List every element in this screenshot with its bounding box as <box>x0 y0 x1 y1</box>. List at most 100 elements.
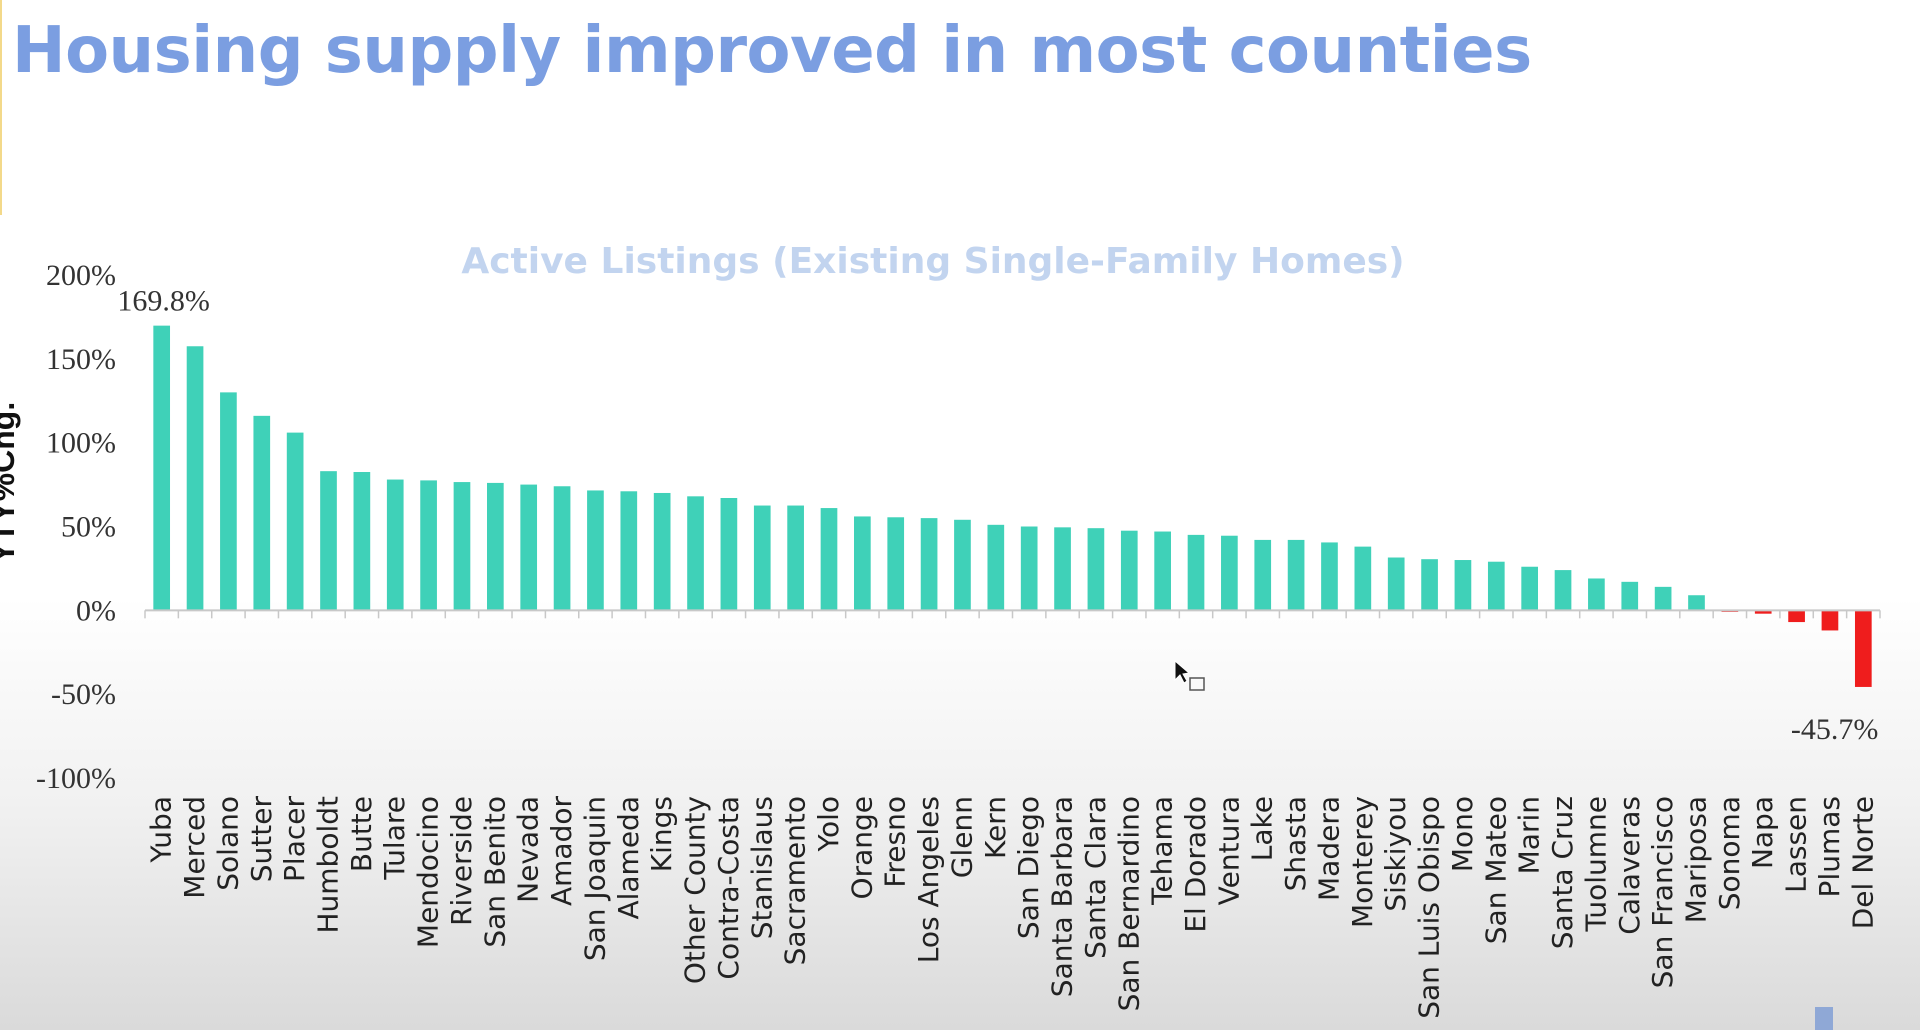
bars <box>153 325 1872 687</box>
x-tick-label: San Mateo <box>1479 796 1512 944</box>
bar-placer <box>286 432 304 611</box>
bar-lassen <box>1788 610 1805 623</box>
bar-san-joaquin <box>587 490 604 611</box>
bar-mono <box>1454 560 1472 611</box>
x-tick-label: Orange <box>845 796 878 899</box>
bar-marin <box>1521 566 1538 611</box>
bar-nevada <box>520 484 538 611</box>
bar-madera <box>1321 542 1338 611</box>
bar-calaveras <box>1621 581 1639 611</box>
x-tick-label: Ventura <box>1212 796 1245 905</box>
y-tick-label: -100% <box>36 762 116 795</box>
data-label: 169.8% <box>117 285 210 318</box>
x-tick-label: Tulare <box>378 796 411 881</box>
x-tick-label: Stanislaus <box>745 796 778 939</box>
x-tick-label: Monterey <box>1346 796 1379 928</box>
x-tick-label: Santa Barbara <box>1046 796 1079 997</box>
mouse-cursor-icon <box>1174 659 1205 691</box>
x-tick-label: Kings <box>645 796 678 872</box>
bar-del-norte <box>1854 610 1872 687</box>
x-tick-label: Other County <box>679 796 712 984</box>
x-tick-label: Los Angeles <box>912 796 945 963</box>
scrollbar-thumb[interactable] <box>1815 1007 1833 1030</box>
x-tick-label: Calaveras <box>1613 796 1646 935</box>
bar-san-bernardino <box>1120 530 1138 611</box>
bar-san-luis-obispo <box>1421 559 1438 611</box>
bar-san-benito <box>487 482 504 611</box>
x-tick-label: Riverside <box>445 796 478 926</box>
accent-bar <box>0 0 2 215</box>
bar-ventura <box>1221 535 1238 611</box>
bar-el-dorado <box>1187 534 1205 611</box>
x-tick-label: Santa Cruz <box>1546 796 1579 949</box>
x-tick-label: Tuolumne <box>1579 796 1612 933</box>
x-tick-label: Napa <box>1746 796 1779 869</box>
x-tick-label: San Bernardino <box>1112 796 1145 1011</box>
x-axis-tick-labels: Yuba Merced Solano Sutter Placer Humboldt Butt… <box>145 796 1880 1019</box>
bar-sacramento <box>787 505 804 611</box>
bar-santa-barbara <box>1054 527 1071 611</box>
x-tick-label: Del Norte <box>1846 796 1879 929</box>
bar-siskiyou <box>1387 557 1405 611</box>
x-tick-label: Sonoma <box>1713 796 1746 910</box>
bar-tuolumne <box>1588 578 1605 611</box>
y-tick-label: 150% <box>46 343 116 376</box>
bar-monterey <box>1354 546 1372 611</box>
x-tick-label: Solano <box>211 796 244 891</box>
bar-lake <box>1254 539 1272 611</box>
x-tick-label: San Benito <box>478 796 511 948</box>
bar-glenn <box>954 519 971 611</box>
bar-san-francisco <box>1654 586 1672 611</box>
x-tick-label: San Joaquin <box>578 796 611 961</box>
bar-napa <box>1754 610 1772 614</box>
y-axis-label: YTY%Chg. <box>0 402 21 564</box>
y-axis: 200% 150% 100% 50% 0% -50% -100% <box>36 259 116 795</box>
bar-yolo <box>820 508 838 611</box>
slide-title: Housing supply improved in most counties <box>12 14 1532 88</box>
x-tick-label: Tehama <box>1146 796 1179 906</box>
bar-kings <box>653 492 671 611</box>
x-tick-label: Amador <box>545 796 578 906</box>
bar-kern <box>987 524 1005 611</box>
bar-shasta <box>1287 539 1305 611</box>
bar-tulare <box>386 479 404 611</box>
bar-fresno <box>887 517 905 611</box>
x-axis <box>144 609 1881 619</box>
x-tick-label: Lassen <box>1780 796 1813 893</box>
x-tick-label: Shasta <box>1279 796 1312 891</box>
x-tick-label: Butte <box>345 796 378 872</box>
x-tick-label: San Luis Obispo <box>1413 796 1446 1019</box>
bar-san-diego <box>1020 526 1038 611</box>
x-tick-label: Alameda <box>612 796 645 920</box>
bar-humboldt <box>320 471 337 611</box>
bar-yuba <box>153 325 171 611</box>
x-tick-label: Yolo <box>812 796 845 852</box>
chart-title: Active Listings (Existing Single-Family … <box>461 241 1404 282</box>
x-tick-label: Sacramento <box>779 796 812 965</box>
bar-stanislaus <box>753 505 771 611</box>
bar-santa-clara <box>1087 528 1105 611</box>
bar-mendocino <box>420 480 437 611</box>
x-tick-label: Mariposa <box>1679 796 1712 923</box>
y-tick-label: 50% <box>61 511 116 544</box>
x-tick-label: Plumas <box>1813 796 1846 897</box>
bar-contra-costa <box>720 498 738 611</box>
bar-riverside <box>453 482 471 611</box>
bar-alameda <box>620 491 638 611</box>
bar-amador <box>553 486 571 611</box>
x-tick-label: Yuba <box>145 796 178 864</box>
bar-tehama <box>1154 531 1171 611</box>
x-tick-label: San Diego <box>1012 796 1045 939</box>
bar-sutter <box>253 415 271 611</box>
x-tick-label: Placer <box>278 796 311 882</box>
x-tick-label: San Francisco <box>1646 796 1679 988</box>
x-tick-label: Mendocino <box>412 796 445 948</box>
x-tick-label: Kern <box>979 796 1012 859</box>
x-tick-label: Contra-Costa <box>712 796 745 980</box>
bar-plumas <box>1821 610 1839 631</box>
x-tick-label: Santa Clara <box>1079 796 1112 959</box>
x-tick-label: Fresno <box>879 796 912 888</box>
bar-other-county <box>687 496 704 611</box>
bar-mariposa <box>1688 595 1705 611</box>
bar-orange <box>854 516 871 611</box>
